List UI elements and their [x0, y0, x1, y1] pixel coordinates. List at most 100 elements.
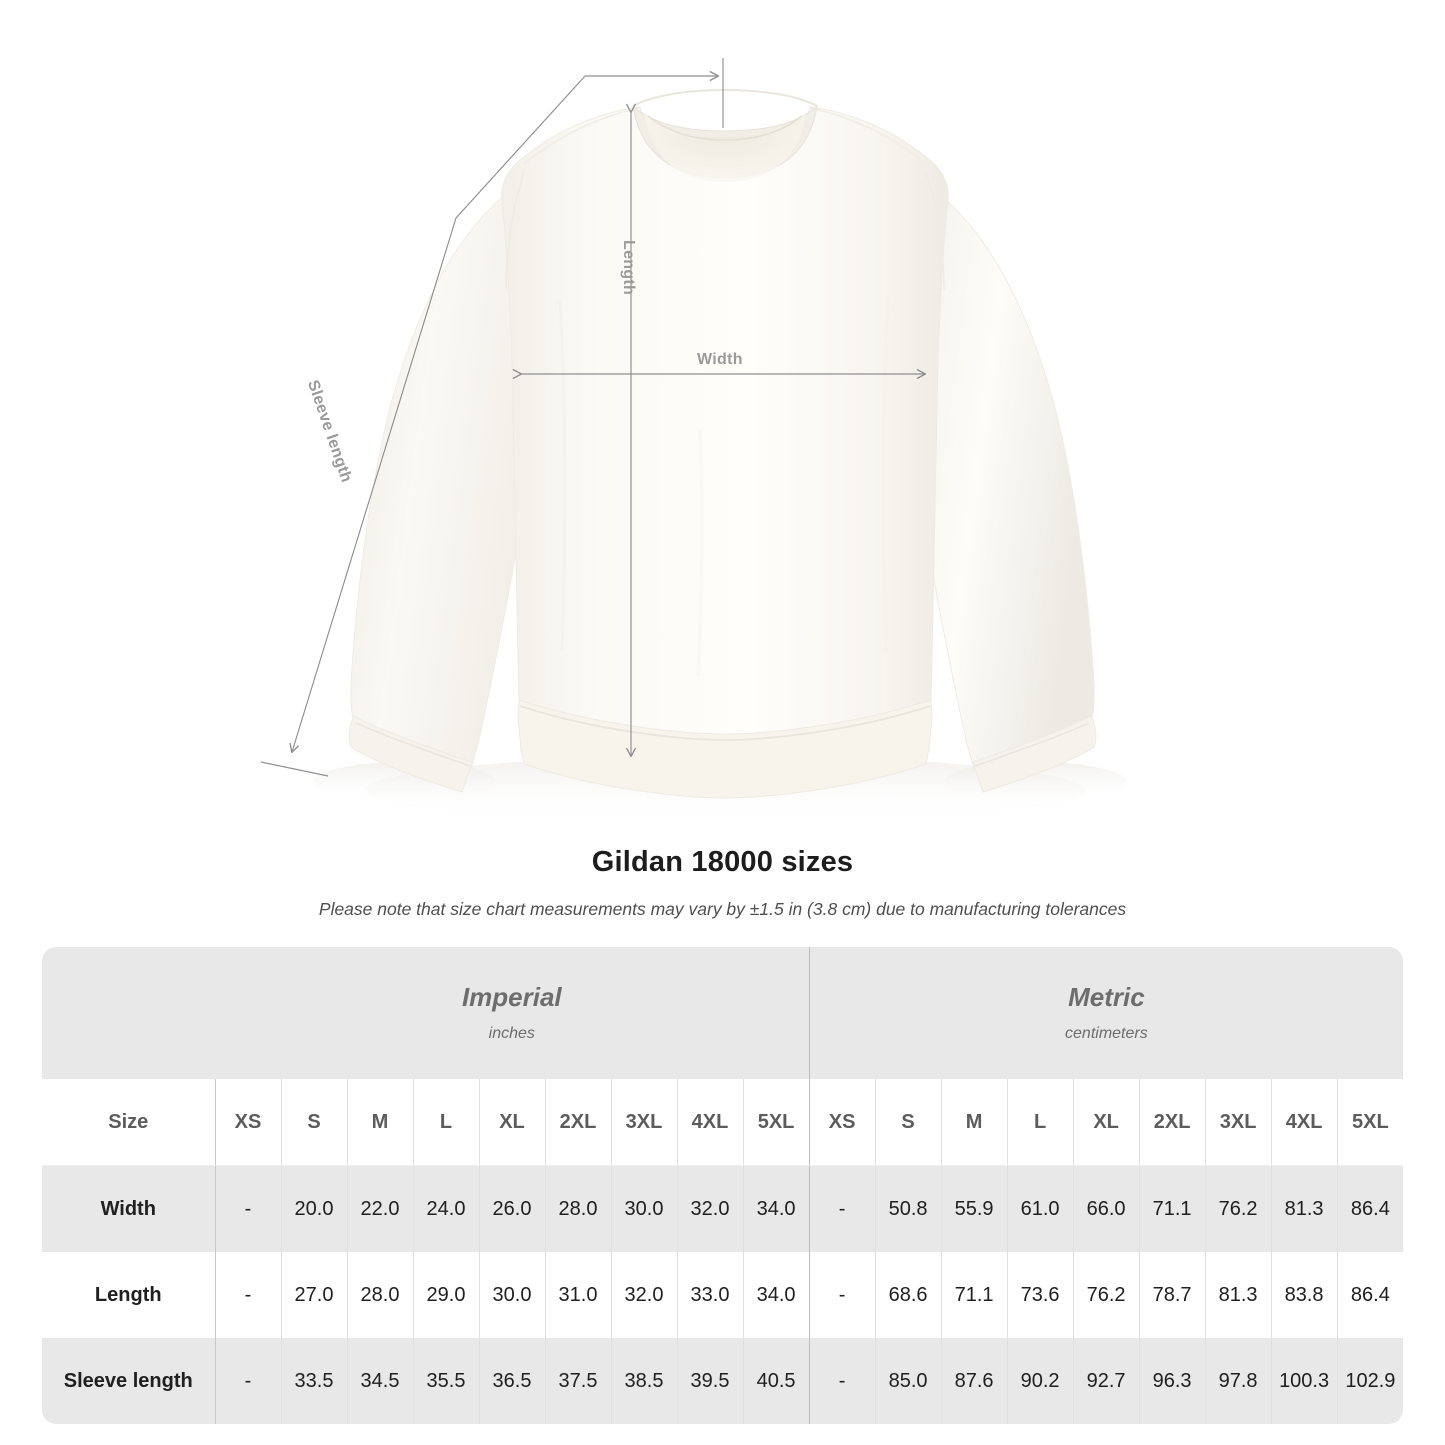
- cell-sleeve-length-imperial-l: 35.5: [412, 1338, 479, 1424]
- size-header-metric-l: L: [1006, 1079, 1074, 1166]
- cell-width-metric-xs: -: [808, 1165, 876, 1252]
- right-cuff: [972, 715, 1097, 793]
- imperial-unit-name: Imperial: [461, 981, 562, 1012]
- cell-length-metric-4xl: 83.8: [1270, 1252, 1338, 1338]
- cell-sleeve-length-imperial-xs: -: [214, 1338, 281, 1424]
- title-block: Gildan 18000 sizes Please note that size…: [0, 846, 1445, 920]
- sweatshirt-illustration: [260, 58, 1127, 824]
- right-armhole-seam: [925, 171, 945, 291]
- size-header-metric-m: M: [940, 1079, 1008, 1166]
- fabric-fold-right: [881, 299, 890, 651]
- size-corner-label: Size: [42, 1079, 215, 1166]
- size-header-imperial-m: M: [346, 1079, 413, 1166]
- unit-banner-corner: [42, 947, 215, 1079]
- size-header-metric-xl: XL: [1072, 1079, 1140, 1166]
- cell-width-metric-3xl: 76.2: [1204, 1165, 1272, 1252]
- table-row: Width -20.0 22.0 24.0 26.0 28.0 30.0 32.0 34.0-5…: [42, 1165, 1404, 1252]
- cell-length-imperial-xl: 30.0: [478, 1252, 545, 1338]
- size-header-metric-5xl: 5XL: [1336, 1079, 1404, 1166]
- length-label: Length: [620, 240, 637, 296]
- cell-width-metric-2xl: 71.1: [1138, 1165, 1206, 1252]
- cell-length-metric-5xl: 86.4: [1336, 1252, 1404, 1338]
- cell-sleeve-length-imperial-5xl: 40.5: [742, 1338, 810, 1424]
- cell-width-imperial-l: 24.0: [412, 1165, 479, 1252]
- size-header-imperial-l: L: [412, 1079, 479, 1166]
- cell-length-metric-xl: 76.2: [1072, 1252, 1140, 1338]
- size-header-metric-xs: XS: [808, 1079, 876, 1166]
- cell-length-imperial-s: 27.0: [280, 1252, 347, 1338]
- size-header-imperial-xl: XL: [478, 1079, 545, 1166]
- fabric-fold-center: [696, 429, 705, 677]
- cell-width-imperial-m: 22.0: [346, 1165, 413, 1252]
- sleeve-end-tick: [260, 761, 329, 777]
- cell-width-imperial-2xl: 28.0: [544, 1165, 611, 1252]
- size-chart-table: Imperial inches Metric centimeters Size X…: [42, 947, 1404, 1424]
- size-header-metric-2xl: 2XL: [1138, 1079, 1206, 1166]
- cell-width-imperial-xl: 26.0: [478, 1165, 545, 1252]
- cell-sleeve-length-imperial-4xl: 39.5: [676, 1338, 743, 1424]
- size-header-imperial-xs: XS: [214, 1079, 281, 1166]
- cell-sleeve-length-metric-xs: -: [808, 1338, 876, 1424]
- cell-width-imperial-5xl: 34.0: [742, 1165, 810, 1252]
- size-header-imperial-3xl: 3XL: [610, 1079, 677, 1166]
- metric-unit-name: Metric: [1068, 981, 1145, 1012]
- cell-width-imperial-4xl: 32.0: [676, 1165, 743, 1252]
- cell-length-imperial-2xl: 31.0: [544, 1252, 611, 1338]
- row-label-sleeve-length: Sleeve length: [42, 1338, 215, 1424]
- cell-sleeve-length-imperial-s: 33.5: [280, 1338, 347, 1424]
- sweatshirt-body: [501, 106, 949, 785]
- cell-width-imperial-s: 20.0: [280, 1165, 347, 1252]
- size-header-row: Size XS S M L XL 2XL 3XL 4XL 5XL XS S M L XL 2XL 3XL 4XL 5…: [42, 1079, 1404, 1166]
- size-header-imperial-4xl: 4XL: [676, 1079, 743, 1166]
- left-cuff: [348, 715, 473, 793]
- size-header-metric-s: S: [874, 1079, 942, 1166]
- cell-width-metric-m: 55.9: [940, 1165, 1008, 1252]
- size-chart-table-wrapper: Imperial inches Metric centimeters Size X…: [42, 947, 1404, 1424]
- tolerance-note: Please note that size chart measurements…: [318, 899, 1127, 919]
- cell-length-imperial-l: 29.0: [412, 1252, 479, 1338]
- table-row: Sleeve length -33.5 34.5 35.5 36.5 37.5 38.5 39…: [42, 1338, 1404, 1424]
- sleeve-length-measure-line: [289, 75, 586, 754]
- row-label-width: Width: [42, 1165, 215, 1252]
- right-cuff-seam: [974, 722, 1090, 767]
- cell-sleeve-length-metric-5xl: 102.9: [1336, 1338, 1404, 1424]
- cell-width-imperial-xs: -: [214, 1165, 281, 1252]
- size-header-imperial-2xl: 2XL: [544, 1079, 611, 1166]
- cell-length-metric-s: 68.6: [874, 1252, 942, 1338]
- cell-width-metric-l: 61.0: [1006, 1165, 1074, 1252]
- cell-width-metric-s: 50.8: [874, 1165, 942, 1252]
- cell-length-metric-xs: -: [808, 1252, 876, 1338]
- cell-sleeve-length-imperial-xl: 36.5: [478, 1338, 545, 1424]
- cell-length-metric-m: 71.1: [940, 1252, 1008, 1338]
- cell-sleeve-length-metric-xl: 92.7: [1072, 1338, 1140, 1424]
- table-row: Length -27.0 28.0 29.0 30.0 31.0 32.0 33.0 34.0-…: [42, 1252, 1404, 1338]
- cell-width-metric-4xl: 81.3: [1270, 1165, 1338, 1252]
- neck-opening: [644, 112, 806, 182]
- collar-top-edge: [632, 88, 818, 107]
- left-cuff-seam: [355, 722, 471, 767]
- fabric-fold-left: [558, 299, 567, 651]
- size-header-metric-4xl: 4XL: [1270, 1079, 1338, 1166]
- cell-length-imperial-xs: -: [214, 1252, 281, 1338]
- product-figure: Length Width Sleeve length: [260, 58, 1127, 824]
- cell-width-metric-5xl: 86.4: [1336, 1165, 1404, 1252]
- row-label-length: Length: [42, 1252, 215, 1338]
- hem-seam: [519, 705, 931, 741]
- cell-length-imperial-5xl: 34.0: [742, 1252, 810, 1338]
- right-shoulder-seam: [809, 107, 927, 165]
- cell-length-imperial-4xl: 33.0: [676, 1252, 743, 1338]
- cell-sleeve-length-metric-3xl: 97.8: [1204, 1338, 1272, 1424]
- left-armhole-seam: [505, 171, 525, 291]
- metric-unit-sub: centimeters: [1065, 1025, 1148, 1043]
- width-label: Width: [697, 351, 743, 368]
- cell-sleeve-length-metric-2xl: 96.3: [1138, 1338, 1206, 1424]
- collar-inner-seam: [647, 115, 803, 141]
- cell-length-metric-3xl: 81.3: [1204, 1252, 1272, 1338]
- cell-sleeve-length-imperial-m: 34.5: [346, 1338, 413, 1424]
- bottom-hem-rib: [517, 699, 933, 799]
- cell-sleeve-length-metric-m: 87.6: [940, 1338, 1008, 1424]
- size-header-imperial-s: S: [280, 1079, 347, 1166]
- metric-unit-cell: Metric centimeters: [808, 947, 1404, 1079]
- cell-width-imperial-3xl: 30.0: [610, 1165, 677, 1252]
- cell-sleeve-length-metric-l: 90.2: [1006, 1338, 1074, 1424]
